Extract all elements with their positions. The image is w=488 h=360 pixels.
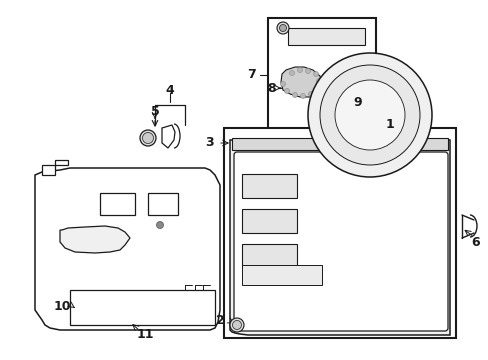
Circle shape	[232, 320, 241, 329]
Bar	[242, 174, 296, 198]
Circle shape	[313, 72, 318, 77]
Circle shape	[289, 71, 294, 76]
Circle shape	[319, 65, 419, 165]
Bar	[242, 265, 321, 285]
Polygon shape	[35, 168, 220, 330]
Bar	[224, 128, 455, 338]
Text: 2: 2	[215, 314, 224, 327]
Circle shape	[334, 65, 350, 81]
Text: 1: 1	[385, 118, 393, 131]
Text: 3: 3	[205, 136, 214, 149]
Circle shape	[297, 68, 302, 72]
Polygon shape	[60, 226, 130, 253]
Circle shape	[140, 130, 156, 146]
Text: 5: 5	[150, 105, 159, 118]
Text: 10: 10	[53, 300, 71, 312]
Polygon shape	[162, 125, 175, 148]
Circle shape	[279, 24, 286, 31]
Polygon shape	[229, 140, 449, 335]
FancyBboxPatch shape	[234, 152, 447, 331]
Circle shape	[142, 132, 153, 144]
Bar	[242, 209, 296, 233]
Circle shape	[300, 94, 305, 99]
Text: 8: 8	[267, 81, 276, 94]
Bar	[287, 28, 364, 45]
Circle shape	[337, 68, 347, 78]
Text: 11: 11	[136, 328, 153, 341]
Circle shape	[316, 78, 321, 84]
Circle shape	[280, 81, 285, 86]
Circle shape	[292, 93, 297, 98]
Polygon shape	[42, 160, 68, 175]
Bar	[242, 244, 296, 268]
Text: 9: 9	[353, 96, 362, 109]
Text: 4: 4	[165, 84, 174, 96]
Circle shape	[276, 22, 288, 34]
Bar	[231, 138, 447, 150]
Text: 7: 7	[247, 68, 256, 81]
Text: 6: 6	[471, 235, 479, 248]
Circle shape	[308, 91, 313, 96]
Bar	[70, 290, 215, 325]
Circle shape	[314, 86, 319, 91]
Circle shape	[307, 53, 431, 177]
Circle shape	[305, 68, 310, 73]
Circle shape	[156, 221, 163, 229]
Circle shape	[229, 318, 244, 332]
Bar	[100, 193, 135, 215]
Circle shape	[334, 80, 404, 150]
Polygon shape	[281, 67, 321, 97]
Circle shape	[284, 89, 289, 94]
Bar	[148, 193, 178, 215]
Bar	[267, 18, 375, 130]
